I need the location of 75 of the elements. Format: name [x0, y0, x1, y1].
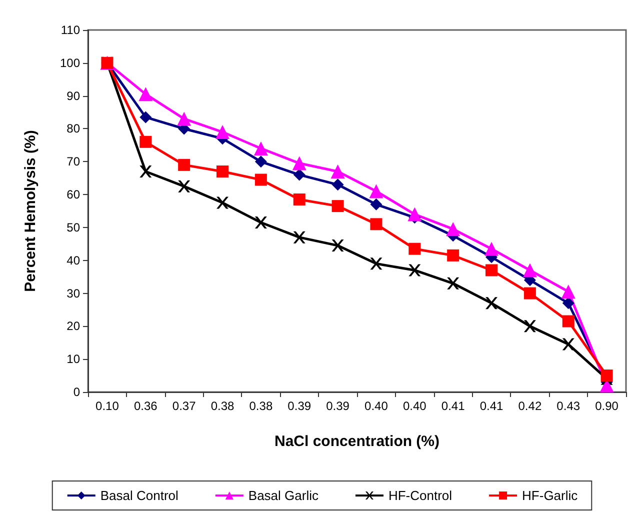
- x-tick-label: 0.39: [288, 399, 312, 413]
- y-tick-label: 50: [66, 220, 80, 234]
- point: [408, 264, 421, 276]
- x-tick-label: 0.41: [441, 399, 466, 413]
- y-tick-label: 30: [66, 286, 80, 300]
- point: [216, 196, 228, 209]
- x-tick-label: 0.43: [556, 399, 580, 413]
- y-tick-label: 70: [66, 154, 80, 169]
- point: [561, 284, 576, 299]
- x-tick-label: 0.40: [364, 399, 388, 413]
- point: [254, 156, 267, 168]
- point: [292, 156, 306, 170]
- x-tick-label: 0.39: [326, 399, 350, 413]
- point: [178, 180, 190, 192]
- point: [330, 164, 345, 179]
- point: [293, 168, 306, 181]
- point: [600, 370, 613, 382]
- legend-label: Basal Garlic: [248, 488, 319, 503]
- point: [370, 198, 382, 210]
- x-tick-label: 0.42: [518, 399, 542, 413]
- point: [216, 125, 230, 140]
- x-tick-label: 0.38: [249, 399, 273, 413]
- point: [408, 207, 422, 222]
- x-tick-label: 0.41: [480, 399, 504, 413]
- point: [524, 320, 536, 332]
- point: [447, 249, 460, 262]
- point: [293, 231, 306, 244]
- y-tick-label: 0: [73, 385, 80, 399]
- point: [524, 287, 536, 300]
- y-tick-label: 80: [66, 122, 80, 136]
- point: [447, 277, 460, 290]
- x-tick-label: 0.40: [402, 399, 427, 413]
- legend-label: HF-Control: [388, 488, 452, 503]
- point: [140, 166, 152, 178]
- point: [332, 240, 344, 252]
- x-axis-title: NaCl concentration (%): [274, 433, 440, 450]
- point: [254, 216, 267, 229]
- y-tick-label: 20: [66, 319, 80, 334]
- point: [370, 218, 382, 230]
- y-tick-label: 60: [66, 188, 80, 202]
- point: [178, 158, 190, 171]
- y-tick-label: 10: [66, 352, 80, 366]
- point: [254, 141, 268, 156]
- y-tick-label: 100: [60, 56, 80, 70]
- x-tick-label: 0.38: [210, 399, 234, 413]
- x-tick-label: 0.37: [172, 399, 196, 413]
- x-tick-label: 0.36: [134, 399, 158, 413]
- point: [562, 297, 574, 310]
- point: [562, 338, 574, 350]
- point: [254, 174, 267, 186]
- x-tick-label: 0.10: [96, 399, 120, 413]
- point: [332, 200, 344, 212]
- point: [484, 242, 498, 256]
- y-tick-label: 40: [66, 253, 80, 268]
- point: [216, 166, 228, 178]
- point: [522, 263, 537, 278]
- point: [293, 193, 306, 206]
- point: [446, 222, 460, 236]
- y-tick-label: 110: [60, 23, 80, 37]
- legend-label: HF-Garlic: [522, 488, 578, 503]
- y-axis-title: Percent Hemolysis (%): [22, 130, 39, 292]
- y-tick-label: 90: [66, 88, 80, 103]
- point: [408, 242, 421, 255]
- point: [140, 136, 152, 148]
- point: [562, 315, 574, 328]
- point: [332, 178, 344, 191]
- point: [369, 184, 384, 198]
- point: [140, 111, 152, 124]
- point: [486, 264, 498, 276]
- point: [370, 258, 382, 270]
- x-tick-label: 0.90: [595, 399, 619, 413]
- point: [177, 112, 192, 126]
- point: [486, 297, 498, 310]
- point: [138, 87, 153, 102]
- legend-label: Basal Control: [100, 488, 179, 503]
